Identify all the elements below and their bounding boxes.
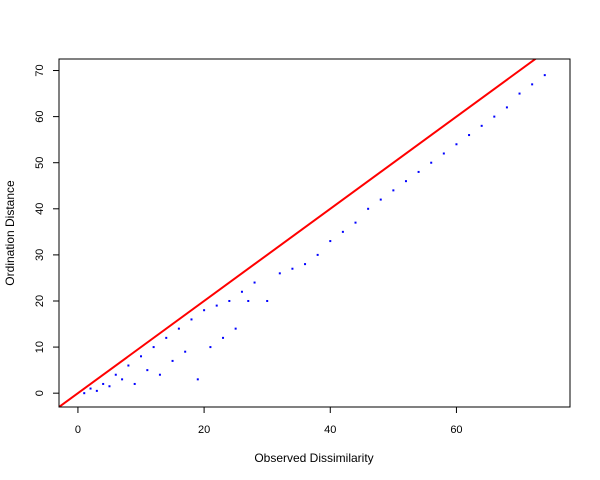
data-point	[304, 263, 307, 266]
y-tick-label: 60	[34, 110, 46, 122]
y-tick-label: 10	[34, 341, 46, 353]
data-point	[468, 134, 471, 137]
data-point	[190, 318, 193, 321]
data-point	[354, 221, 357, 224]
points-layer	[83, 74, 546, 395]
data-point	[209, 346, 212, 349]
x-tick-label: 40	[324, 424, 336, 436]
data-point	[379, 198, 382, 201]
data-point	[455, 143, 458, 146]
data-point	[196, 378, 199, 381]
data-point	[222, 336, 225, 339]
data-point	[215, 304, 218, 307]
x-axis-title: Observed Dissimilarity	[254, 451, 373, 465]
data-point	[108, 385, 111, 388]
data-point	[146, 369, 149, 372]
y-tick-label: 40	[34, 203, 46, 215]
x-tick-label: 60	[450, 424, 462, 436]
data-point	[430, 161, 433, 164]
reference-line-y-equals-x	[59, 59, 537, 407]
data-point	[171, 359, 174, 362]
data-point	[278, 272, 281, 275]
data-point	[266, 299, 269, 302]
y-tick-label: 70	[34, 64, 46, 76]
data-point	[505, 106, 508, 109]
plot-border	[58, 58, 571, 408]
data-point	[480, 124, 483, 127]
data-point	[329, 240, 332, 243]
data-point	[102, 382, 105, 385]
data-point	[152, 346, 155, 349]
data-point	[247, 299, 250, 302]
data-point	[367, 207, 370, 210]
x-axis: 0 20 40 60	[75, 407, 463, 436]
y-tick-label: 30	[34, 249, 46, 261]
data-point	[158, 373, 161, 376]
data-point	[518, 92, 521, 95]
data-point	[89, 387, 92, 390]
data-point	[417, 170, 420, 173]
data-point	[404, 180, 407, 183]
data-point	[184, 350, 187, 353]
data-point	[253, 281, 256, 284]
data-point	[228, 299, 231, 302]
data-point	[392, 189, 395, 192]
x-tick-label: 0	[75, 424, 81, 436]
data-point	[442, 152, 445, 155]
data-point	[114, 373, 117, 376]
y-tick-label: 50	[34, 157, 46, 169]
data-point	[291, 267, 294, 270]
data-point	[83, 392, 86, 395]
data-point	[234, 327, 237, 330]
data-point	[140, 355, 143, 358]
data-point	[316, 253, 319, 256]
x-tick-label: 20	[198, 424, 210, 436]
y-tick-label: 0	[34, 390, 46, 396]
data-point	[543, 74, 546, 77]
y-axis: 0 10 20 30 40 50 60 70	[34, 64, 59, 396]
data-point	[240, 290, 243, 293]
data-point	[95, 389, 98, 392]
data-point	[493, 115, 496, 118]
y-axis-title: Ordination Distance	[3, 180, 17, 286]
data-point	[165, 336, 168, 339]
y-tick-label: 20	[34, 295, 46, 307]
data-point	[203, 309, 206, 312]
data-point	[177, 327, 180, 330]
data-point	[341, 230, 344, 233]
data-point	[133, 382, 136, 385]
data-point	[531, 83, 534, 86]
data-point	[127, 364, 130, 367]
data-point	[121, 378, 124, 381]
